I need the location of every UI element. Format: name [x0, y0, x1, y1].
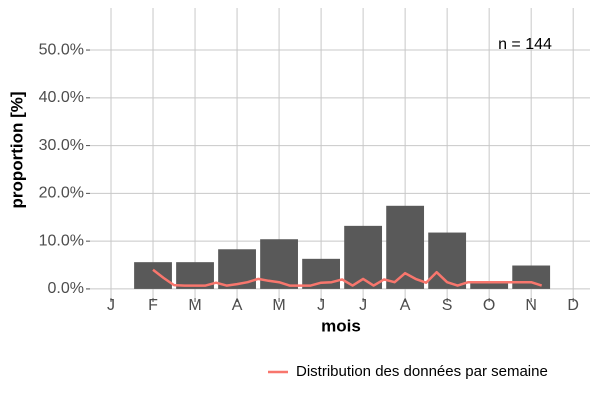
- x-tick-label: M: [188, 297, 201, 314]
- x-tick-label: N: [525, 297, 537, 314]
- y-tick-label: 10.0%: [39, 232, 84, 249]
- bar: [512, 265, 551, 289]
- x-tick-label: J: [317, 297, 325, 314]
- x-tick-label: M: [272, 297, 285, 314]
- x-tick-label: S: [442, 297, 453, 314]
- bar: [428, 232, 467, 289]
- y-tick-label: 0.0%: [48, 280, 84, 297]
- x-tick-label: J: [359, 297, 367, 314]
- x-tick-label: A: [232, 297, 243, 314]
- legend-label: Distribution des données par semaine: [296, 363, 548, 380]
- y-tick-label: 40.0%: [39, 89, 84, 106]
- annotation: n = 144: [498, 36, 552, 53]
- x-tick-label: J: [107, 297, 115, 314]
- y-tick-label: 30.0%: [39, 137, 84, 154]
- weekly-line: [152, 268, 543, 287]
- x-tick-label: O: [483, 297, 495, 314]
- x-tick-label: F: [148, 297, 158, 314]
- x-tick-label: A: [400, 297, 411, 314]
- x-axis-title: mois: [321, 316, 361, 335]
- y-axis-title: proportion [%]: [7, 91, 26, 208]
- bar: [134, 262, 172, 289]
- y-tick-label: 50.0%: [39, 41, 84, 58]
- x-tick-label: D: [567, 297, 579, 314]
- bar: [470, 282, 509, 289]
- y-tick-label: 20.0%: [39, 185, 84, 202]
- bar: [386, 205, 425, 289]
